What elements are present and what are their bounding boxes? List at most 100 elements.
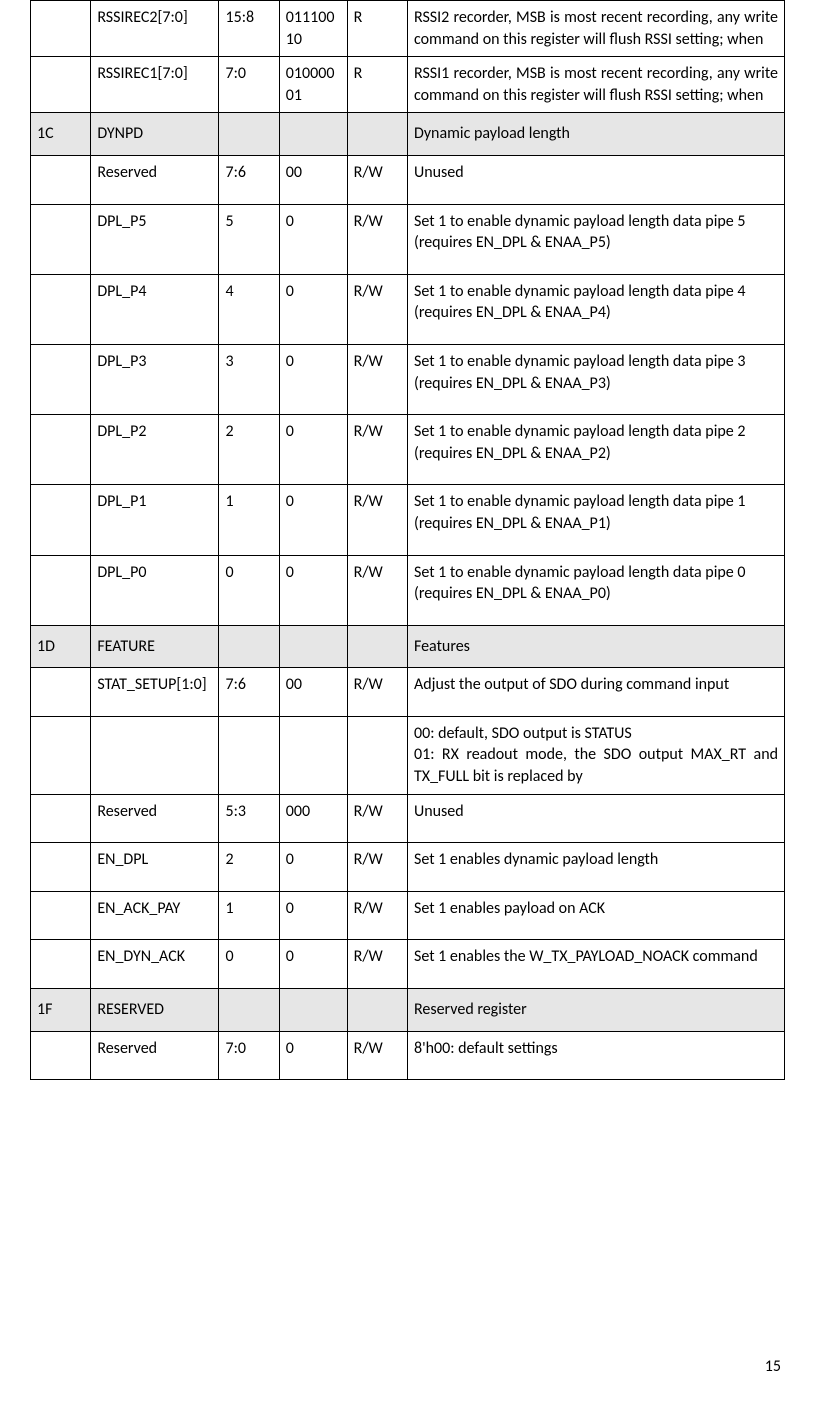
rw-cell xyxy=(347,989,407,1032)
desc-cell: Set 1 to enable dynamic payload length d… xyxy=(407,344,784,414)
section-row: 1DFEATURE Features xyxy=(31,625,785,668)
desc-cell: Set 1 enables the W_TX_PAYLOAD_NOACK com… xyxy=(407,940,784,989)
table-row: EN_DPL20R/WSet 1 enables dynamic payload… xyxy=(31,843,785,892)
desc-cell: Adjust the output of SDO during command … xyxy=(407,668,784,717)
addr-cell xyxy=(31,204,91,274)
reset-cell: 0 xyxy=(279,274,347,344)
addr-cell xyxy=(31,1,91,57)
name-cell: DPL_P0 xyxy=(91,555,219,625)
desc-cell: RSSI1 recorder, MSB is most recent recor… xyxy=(407,57,784,113)
reset-cell: 0 xyxy=(279,415,347,485)
name-cell: DPL_P1 xyxy=(91,485,219,555)
section-row: 1FRESERVED Reserved register xyxy=(31,989,785,1032)
table-row: RSSIREC2[7:0]15:801110010RRSSI2 recorder… xyxy=(31,1,785,57)
rw-cell: R/W xyxy=(347,555,407,625)
reset-cell xyxy=(279,989,347,1032)
reset-cell: 000 xyxy=(279,794,347,843)
reset-cell: 01000001 xyxy=(279,57,347,113)
addr-cell xyxy=(31,1031,91,1080)
rw-cell xyxy=(347,625,407,668)
addr-cell xyxy=(31,57,91,113)
rw-cell: R/W xyxy=(347,204,407,274)
reset-cell: 0 xyxy=(279,940,347,989)
addr-cell xyxy=(31,555,91,625)
name-cell: Reserved xyxy=(91,794,219,843)
name-cell: DPL_P2 xyxy=(91,415,219,485)
name-cell: RESERVED xyxy=(91,989,219,1032)
bits-cell xyxy=(219,625,279,668)
table-row: Reserved7:600R/WUnused xyxy=(31,155,785,204)
bits-cell: 2 xyxy=(219,843,279,892)
bits-cell xyxy=(219,989,279,1032)
addr-cell: 1F xyxy=(31,989,91,1032)
bits-cell: 1 xyxy=(219,891,279,940)
table-row: DPL_P330R/WSet 1 to enable dynamic paylo… xyxy=(31,344,785,414)
desc-cell: Set 1 to enable dynamic payload length d… xyxy=(407,204,784,274)
bits-cell: 5:3 xyxy=(219,794,279,843)
rw-cell: R/W xyxy=(347,843,407,892)
addr-cell xyxy=(31,344,91,414)
addr-cell xyxy=(31,415,91,485)
desc-cell: Set 1 enables payload on ACK xyxy=(407,891,784,940)
table-row: EN_ACK_PAY10R/WSet 1 enables payload on … xyxy=(31,891,785,940)
reset-cell: 00 xyxy=(279,668,347,717)
addr-cell: 1C xyxy=(31,113,91,156)
name-cell: DPL_P4 xyxy=(91,274,219,344)
table-row: EN_DYN_ACK00R/WSet 1 enables the W_TX_PA… xyxy=(31,940,785,989)
table-row: DPL_P440R/WSet 1 to enable dynamic paylo… xyxy=(31,274,785,344)
reset-cell: 0 xyxy=(279,843,347,892)
desc-cell: Dynamic payload length xyxy=(407,113,784,156)
name-cell: STAT_SETUP[1:0] xyxy=(91,668,219,717)
desc-cell: Unused xyxy=(407,794,784,843)
rw-cell: R/W xyxy=(347,155,407,204)
reset-cell xyxy=(279,113,347,156)
desc-cell: 8'h00: default settings xyxy=(407,1031,784,1080)
reset-cell: 0 xyxy=(279,204,347,274)
table-row: DPL_P220R/WSet 1 to enable dynamic paylo… xyxy=(31,415,785,485)
desc-cell: RSSI2 recorder, MSB is most recent recor… xyxy=(407,1,784,57)
desc-cell: Reserved register xyxy=(407,989,784,1032)
rw-cell: R/W xyxy=(347,1031,407,1080)
reset-cell: 0 xyxy=(279,1031,347,1080)
desc-cell: 00: default, SDO output is STATUS01: RX … xyxy=(407,716,784,794)
reset-cell xyxy=(279,716,347,794)
rw-cell: R/W xyxy=(347,794,407,843)
rw-cell: R xyxy=(347,1,407,57)
rw-cell: R/W xyxy=(347,485,407,555)
name-cell: DYNPD xyxy=(91,113,219,156)
reset-cell: 0 xyxy=(279,485,347,555)
table-row: DPL_P550R/WSet 1 to enable dynamic paylo… xyxy=(31,204,785,274)
bits-cell: 15:8 xyxy=(219,1,279,57)
desc-cell: Set 1 to enable dynamic payload length d… xyxy=(407,274,784,344)
table-row: DPL_P110R/WSet 1 to enable dynamic paylo… xyxy=(31,485,785,555)
bits-cell: 0 xyxy=(219,555,279,625)
page: RSSIREC2[7:0]15:801110010RRSSI2 recorder… xyxy=(0,0,825,1404)
section-row: 1CDYNPD Dynamic payload length xyxy=(31,113,785,156)
table-row: STAT_SETUP[1:0]7:600R/WAdjust the output… xyxy=(31,668,785,717)
name-cell: DPL_P3 xyxy=(91,344,219,414)
name-cell: EN_DPL xyxy=(91,843,219,892)
rw-cell xyxy=(347,716,407,794)
rw-cell: R/W xyxy=(347,344,407,414)
name-cell: DPL_P5 xyxy=(91,204,219,274)
page-number: 15 xyxy=(765,1357,781,1376)
rw-cell: R xyxy=(347,57,407,113)
bits-cell: 7:6 xyxy=(219,155,279,204)
desc-cell: Features xyxy=(407,625,784,668)
addr-cell xyxy=(31,891,91,940)
desc-cell: Set 1 enables dynamic payload length xyxy=(407,843,784,892)
bits-cell: 5 xyxy=(219,204,279,274)
name-cell: Reserved xyxy=(91,1031,219,1080)
bits-cell: 7:0 xyxy=(219,57,279,113)
bits-cell: 2 xyxy=(219,415,279,485)
reset-cell xyxy=(279,625,347,668)
table-row: DPL_P000R/WSet 1 to enable dynamic paylo… xyxy=(31,555,785,625)
reset-cell: 0 xyxy=(279,344,347,414)
reset-cell: 0 xyxy=(279,555,347,625)
rw-cell: R/W xyxy=(347,891,407,940)
rw-cell xyxy=(347,113,407,156)
table-row: Reserved5:3000R/WUnused xyxy=(31,794,785,843)
addr-cell: 1D xyxy=(31,625,91,668)
name-cell: FEATURE xyxy=(91,625,219,668)
bits-cell: 0 xyxy=(219,940,279,989)
